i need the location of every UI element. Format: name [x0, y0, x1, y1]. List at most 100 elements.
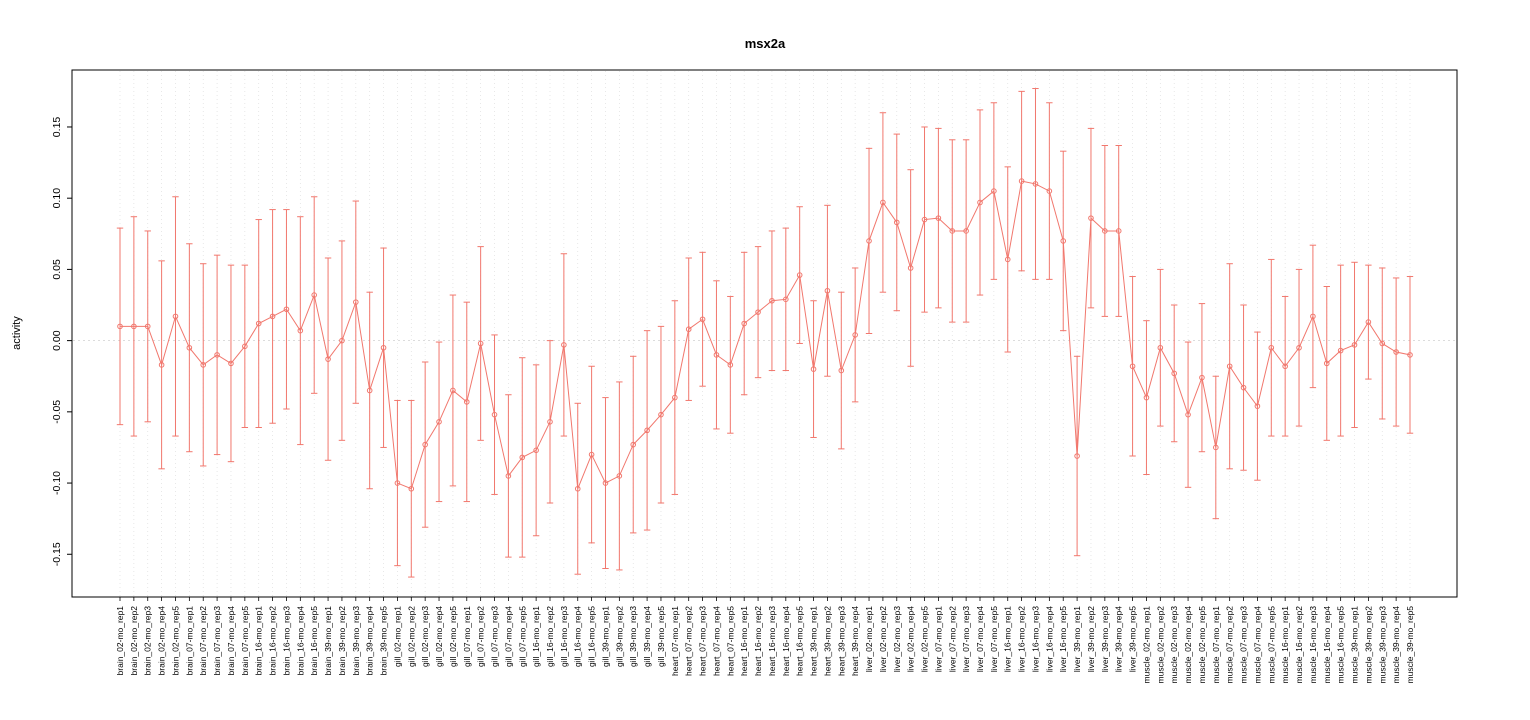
x-tick-label: brain_39-mo_rep1: [323, 606, 333, 676]
y-axis-title: activity: [11, 316, 23, 350]
x-tick-label: gill_16-mo_rep4: [573, 606, 583, 667]
data-point: [1143, 394, 1150, 401]
x-tick-label: liver_16-mo_rep4: [1044, 606, 1054, 672]
x-tick-label: muscle_39-mo_rep5: [1405, 606, 1415, 684]
data-point: [353, 299, 359, 305]
x-tick-label: muscle_07-mo_rep4: [1252, 606, 1262, 684]
x-tick-label: muscle_02-mo_rep2: [1155, 606, 1165, 684]
y-tick-label: 0.00: [51, 330, 63, 351]
x-tick-label: gill_07-mo_rep2: [476, 606, 486, 667]
data-point: [755, 309, 761, 315]
data-point: [1310, 313, 1316, 320]
data-point: [699, 316, 706, 323]
data-point: [117, 323, 123, 330]
data-point: [505, 473, 512, 479]
data-point: [1018, 178, 1025, 184]
x-tick-label: heart_07-mo_rep3: [698, 606, 708, 676]
x-tick-label: muscle_07-mo_rep5: [1266, 606, 1276, 684]
x-tick-label: liver_07-mo_rep2: [947, 606, 957, 672]
x-tick-label: brain_07-mo_rep5: [240, 606, 250, 676]
x-tick-label: brain_16-mo_rep3: [281, 606, 291, 676]
data-point: [630, 441, 637, 448]
data-point: [1185, 411, 1191, 418]
data-point: [893, 219, 900, 226]
data-point: [810, 366, 817, 372]
x-tick-label: heart_16-mo_rep5: [795, 606, 805, 676]
x-tick-label: liver_39-mo_rep4: [1114, 606, 1124, 672]
x-tick-label: muscle_16-mo_rep2: [1294, 606, 1304, 684]
data-point: [158, 362, 165, 368]
data-point: [366, 387, 373, 394]
x-tick-label: heart_16-mo_rep1: [739, 606, 749, 676]
data-point: [394, 480, 401, 486]
data-point: [1268, 344, 1275, 351]
data-point: [838, 367, 845, 374]
x-tick-label: liver_02-mo_rep4: [906, 606, 916, 672]
data-point: [685, 326, 692, 333]
data-point: [1337, 347, 1344, 354]
data-point: [1296, 344, 1302, 351]
data-point: [1365, 319, 1372, 325]
data-point: [574, 485, 581, 492]
x-tick-label: brain_02-mo_rep3: [143, 606, 153, 676]
x-tick-label: gill_07-mo_rep3: [490, 606, 500, 667]
data-point: [561, 342, 567, 348]
data-point: [991, 188, 997, 194]
data-point: [852, 332, 858, 338]
data-point: [1060, 238, 1067, 244]
data-point: [824, 287, 831, 294]
data-point: [186, 344, 193, 351]
x-tick-label: gill_02-mo_rep4: [434, 606, 444, 667]
x-tick-label: brain_07-mo_rep1: [184, 606, 194, 676]
x-tick-label: heart_39-mo_rep1: [809, 606, 819, 676]
x-tick-label: liver_07-mo_rep4: [975, 606, 985, 672]
data-point: [255, 320, 262, 327]
x-tick-label: gill_02-mo_rep3: [420, 606, 430, 667]
x-tick-label: heart_39-mo_rep4: [850, 606, 860, 676]
x-tick-label: liver_07-mo_rep1: [933, 606, 943, 672]
data-point: [907, 265, 914, 271]
x-tick-label: brain_02-mo_rep1: [115, 606, 125, 676]
chart-title: msx2a: [744, 36, 786, 51]
data-point: [144, 323, 151, 330]
data-point: [1074, 453, 1080, 459]
x-tick-label: brain_39-mo_rep3: [351, 606, 361, 676]
data-point: [228, 360, 234, 367]
x-tick-label: liver_39-mo_rep5: [1128, 606, 1138, 672]
x-tick-label: muscle_39-mo_rep4: [1391, 606, 1401, 684]
x-tick-label: gill_16-mo_rep1: [531, 606, 541, 667]
data-point: [1129, 363, 1136, 370]
data-point: [1393, 349, 1399, 355]
x-tick-label: muscle_07-mo_rep1: [1211, 606, 1221, 684]
x-tick-label: gill_02-mo_rep1: [392, 606, 402, 667]
data-point: [283, 306, 290, 313]
x-tick-label: muscle_16-mo_rep4: [1322, 606, 1332, 684]
x-tick-label: muscle_39-mo_rep1: [1350, 606, 1360, 684]
data-point: [436, 419, 442, 425]
y-tick-label: 0.10: [51, 188, 63, 209]
data-point: [672, 394, 678, 401]
x-tick-label: liver_02-mo_rep5: [920, 606, 930, 672]
data-point: [1213, 444, 1219, 451]
data-point: [658, 411, 664, 418]
data-point: [949, 228, 956, 234]
x-tick-label: muscle_39-mo_rep3: [1377, 606, 1387, 684]
y-tick-label: -0.10: [51, 471, 63, 495]
data-point: [713, 352, 720, 358]
x-tick-label: heart_39-mo_rep3: [836, 606, 846, 676]
x-tick-label: brain_02-mo_rep5: [170, 606, 180, 676]
x-tick-label: liver_16-mo_rep5: [1058, 606, 1068, 672]
x-tick-label: liver_07-mo_rep5: [989, 606, 999, 672]
x-tick-label: brain_07-mo_rep2: [198, 606, 208, 676]
data-point: [1323, 360, 1330, 367]
x-tick-label: liver_16-mo_rep3: [1030, 606, 1040, 672]
data-point: [1240, 384, 1247, 391]
data-point: [796, 272, 803, 278]
data-point: [242, 343, 248, 350]
y-tick-label: -0.15: [51, 542, 63, 566]
data-point: [477, 340, 484, 347]
y-tick-label: 0.05: [51, 259, 63, 280]
data-point: [1115, 228, 1122, 234]
